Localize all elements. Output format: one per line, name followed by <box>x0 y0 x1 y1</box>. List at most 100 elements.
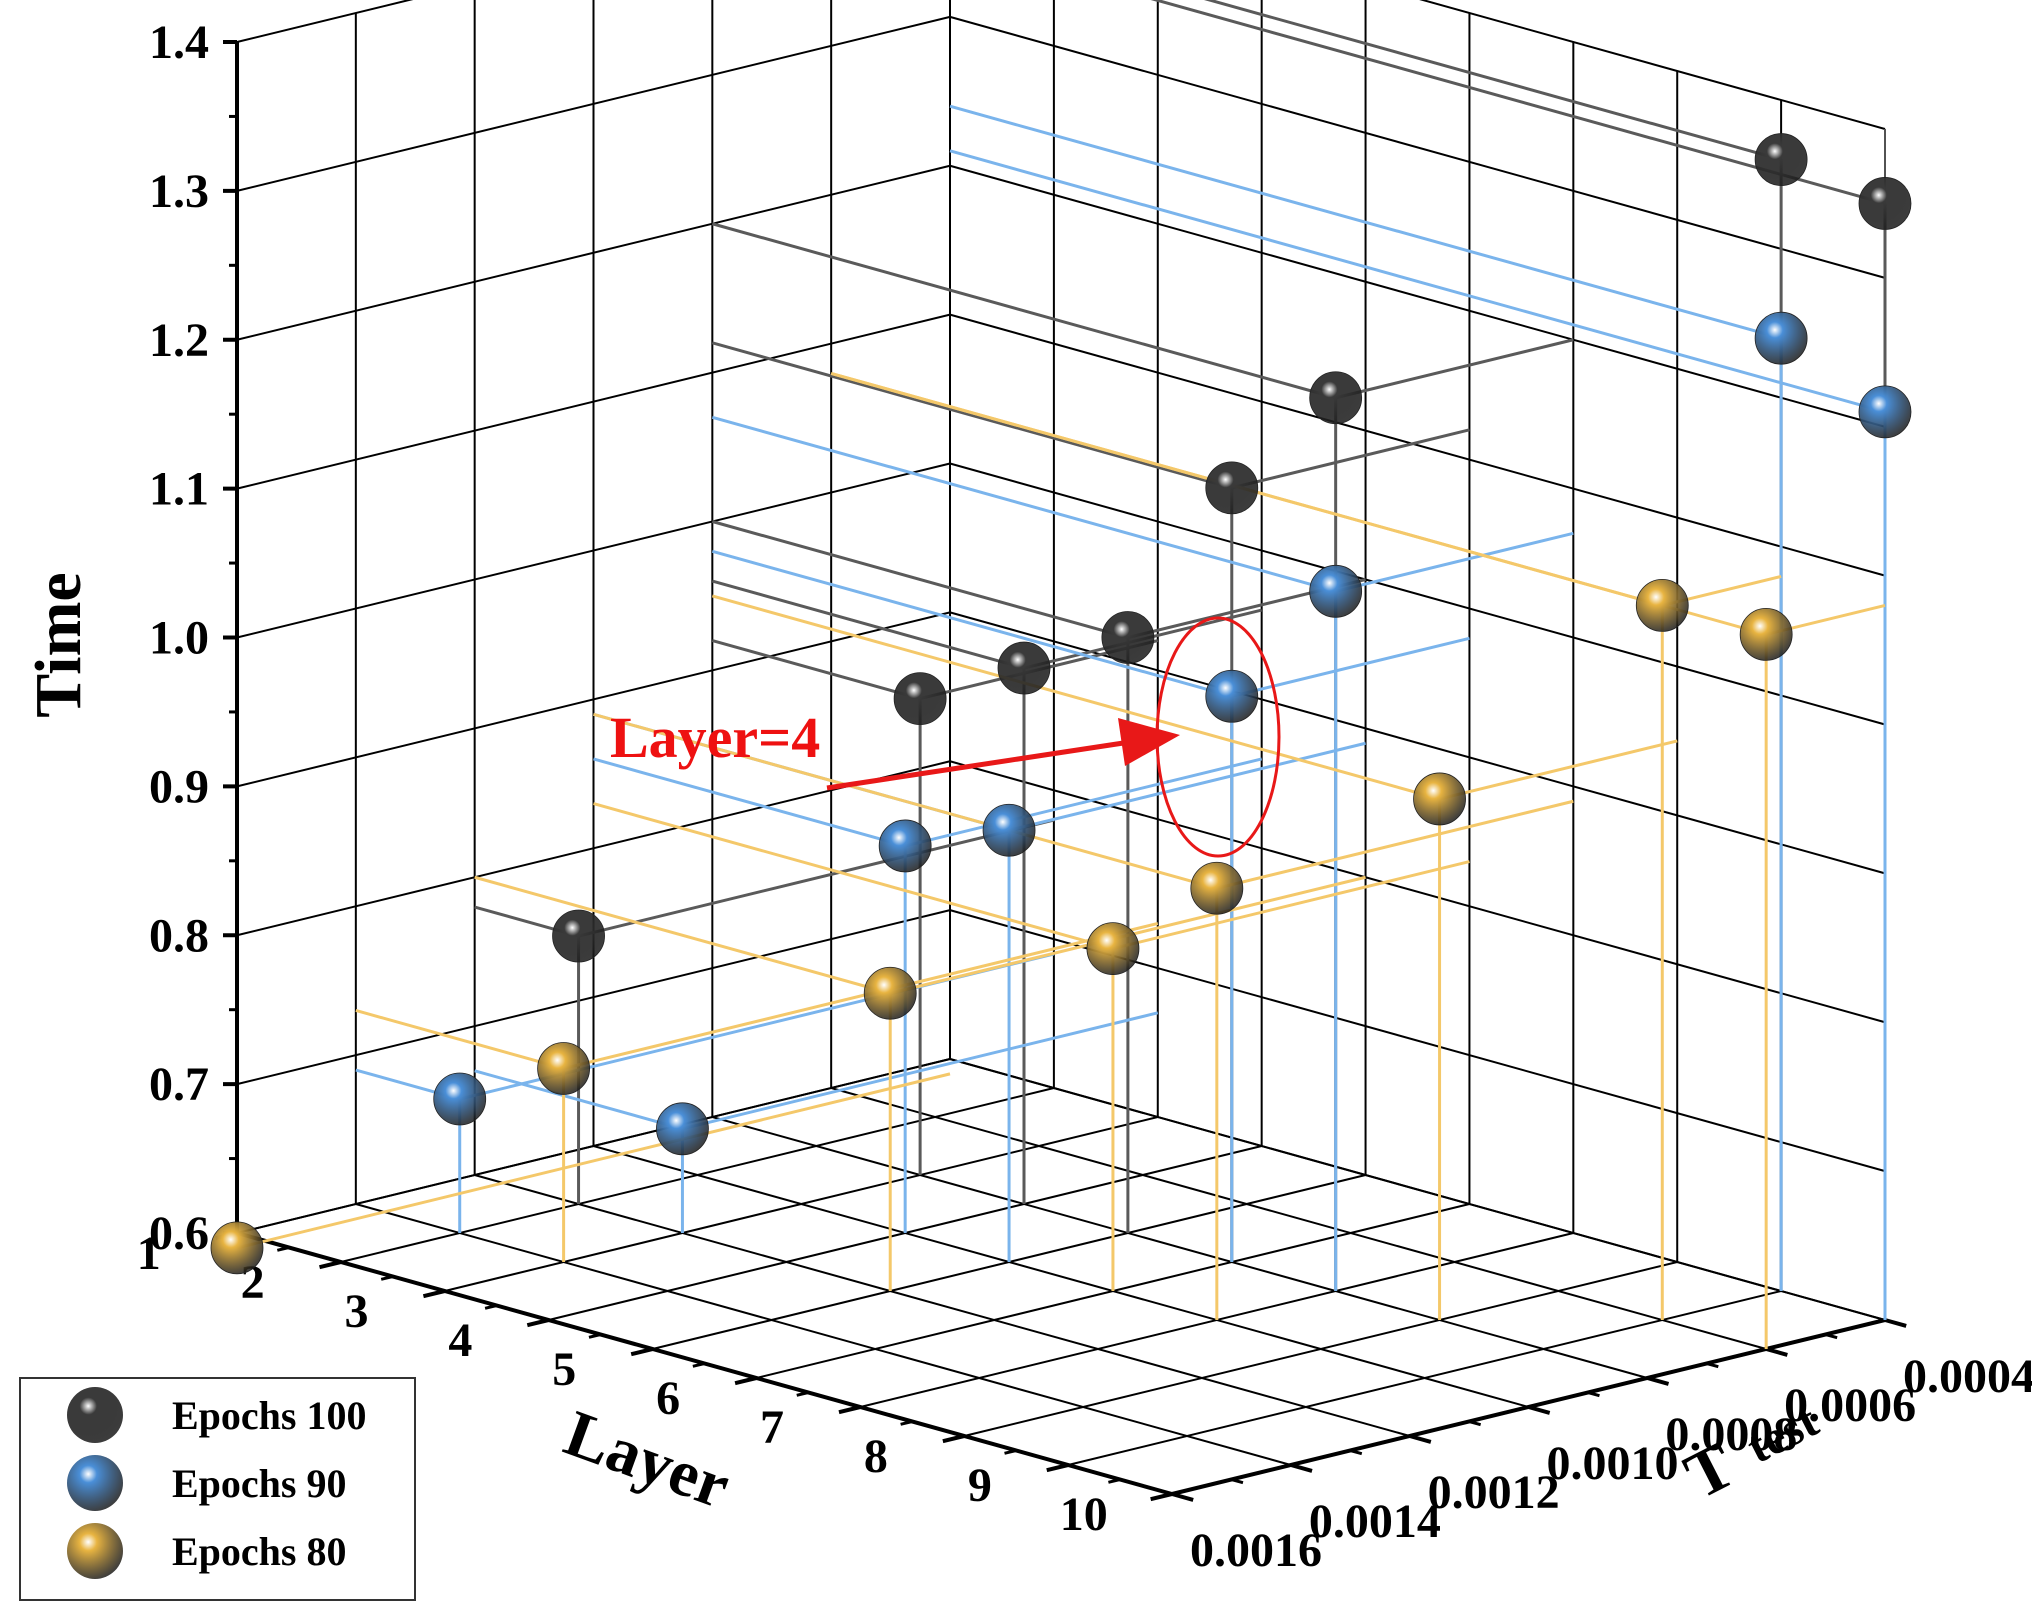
left-wall-grid-line <box>236 313 951 490</box>
x-axis-tick <box>630 1347 654 1357</box>
y-tick-label: 0.0014 <box>1309 1495 1441 1548</box>
x-axis-minor-tick <box>796 1391 809 1397</box>
legend-label: Epochs 80 <box>172 1529 347 1574</box>
point-projection-line <box>474 1069 683 1131</box>
left-wall-grid-line <box>236 909 951 1086</box>
point-projection-line <box>1335 531 1574 593</box>
data-point-sphere <box>1858 177 1912 230</box>
point-projection-line <box>593 757 906 848</box>
data-point-sphere <box>1754 133 1808 186</box>
legend-label: Epochs 100 <box>172 1393 367 1438</box>
y-axis-tick <box>1290 1463 1313 1473</box>
point-projection-line <box>593 802 1114 951</box>
x-axis-minor-tick <box>588 1333 601 1339</box>
y-axis-tick <box>1171 1492 1194 1502</box>
data-point-sphere <box>1086 922 1140 975</box>
point-projection-line <box>474 875 891 995</box>
back-wall-grid-line <box>1419 0 1886 130</box>
data-point-sphere <box>1101 611 1155 664</box>
y-tick-label: 0.0010 <box>1547 1437 1679 1490</box>
back-wall-grid-line <box>949 15 1886 279</box>
point-projection-line <box>949 149 1886 414</box>
data-point-sphere <box>1635 579 1689 632</box>
data-point-sphere <box>1413 772 1466 826</box>
data-point-sphere <box>982 803 1036 857</box>
left-wall-grid-line <box>236 0 414 43</box>
point-projection-line <box>949 104 1782 340</box>
x-axis-minor-tick <box>1108 1478 1121 1484</box>
data-points <box>210 0 1912 1349</box>
legend-label: Epochs 90 <box>172 1461 347 1506</box>
data-point-sphere <box>1858 385 1912 439</box>
z-tick-label: 1.1 <box>149 463 209 516</box>
x-tick-label: 6 <box>656 1372 680 1425</box>
point-projection-line <box>711 639 921 701</box>
point-projection-line <box>1150 0 1886 205</box>
floor-grid-line <box>474 1174 1410 1437</box>
annotation-arrow-line <box>826 739 1131 791</box>
x-tick-label: 3 <box>344 1285 368 1338</box>
data-point-sphere <box>863 966 917 1020</box>
y-axis-title: T test <box>1674 1385 1831 1513</box>
z-tick-label: 0.9 <box>149 760 209 813</box>
legend-marker <box>67 1455 123 1511</box>
point-projection-line <box>711 222 1337 400</box>
x-axis-title: Layer <box>556 1397 739 1523</box>
left-wall-grid-line <box>236 15 951 192</box>
data-point-sphere <box>1205 461 1259 515</box>
floor-grid-line <box>712 1116 1648 1379</box>
point-projection-line <box>1231 428 1470 490</box>
x-tick-label: 4 <box>448 1314 472 1367</box>
point-projection-line <box>1203 0 1782 161</box>
x-tick-label: 8 <box>864 1430 888 1483</box>
point-projection-line <box>682 1011 1159 1131</box>
x-axis-minor-tick <box>276 1246 290 1252</box>
point-projection-line <box>1112 860 1470 951</box>
point-projection-line <box>711 579 1025 670</box>
point-projection-line <box>904 757 1263 848</box>
y-axis-minor-tick <box>1231 1478 1244 1485</box>
back-wall-grid-line <box>949 313 1886 577</box>
y-axis-minor-tick <box>1825 1333 1838 1340</box>
point-projection-line <box>1008 741 1366 832</box>
left-wall-grid-line <box>236 462 951 639</box>
x-axis-tick <box>319 1260 342 1270</box>
data-point-sphere <box>210 1221 264 1275</box>
back-wall-grid-line <box>949 1058 1886 1321</box>
y-axis-tick <box>1884 1318 1907 1328</box>
floor-grid-line <box>355 1203 1292 1466</box>
left-wall-grid-line <box>236 760 951 937</box>
y-axis-minor-tick <box>1349 1449 1363 1456</box>
data-point-sphere <box>552 909 605 963</box>
data-point-sphere <box>1754 311 1808 365</box>
point-projection-line <box>355 1009 565 1070</box>
point-projection-line <box>593 712 1218 890</box>
y-tick-label: 0.0016 <box>1190 1524 1322 1577</box>
y-axis-minor-tick <box>1706 1362 1719 1369</box>
y-tick-label: 0.0006 <box>1784 1379 1916 1432</box>
z-tick-label: 1.0 <box>149 612 209 665</box>
x-axis-minor-tick <box>1004 1449 1017 1455</box>
grid <box>236 0 1886 1495</box>
y-axis-tick <box>1646 1376 1670 1386</box>
x-axis-minor-tick <box>692 1362 705 1368</box>
tick-labels: 0.60.70.80.91.01.11.21.31.4123456789100.… <box>137 16 2032 1577</box>
x-axis-tick <box>526 1318 550 1328</box>
annotation: Layer=4 <box>610 616 1281 858</box>
back-wall-grid-line <box>949 611 1886 875</box>
point-projection-line <box>578 818 1055 938</box>
data-point-sphere <box>893 672 947 725</box>
back-wall-grid-line <box>949 760 1886 1024</box>
z-tick-label: 0.6 <box>149 1207 209 1260</box>
z-tick-label: 1.4 <box>149 16 209 69</box>
y-tick-label: 0.0012 <box>1428 1466 1560 1519</box>
point-projection-line <box>830 371 1767 636</box>
x-axis-minor-tick <box>484 1304 498 1310</box>
point-projection-line <box>711 594 1440 801</box>
left-wall-grid-line <box>236 164 951 341</box>
z-tick-label: 1.3 <box>149 165 209 218</box>
point-projection-line <box>563 922 1159 1070</box>
annotation-arrowhead <box>1118 718 1180 766</box>
y-axis-tick <box>1765 1347 1788 1357</box>
